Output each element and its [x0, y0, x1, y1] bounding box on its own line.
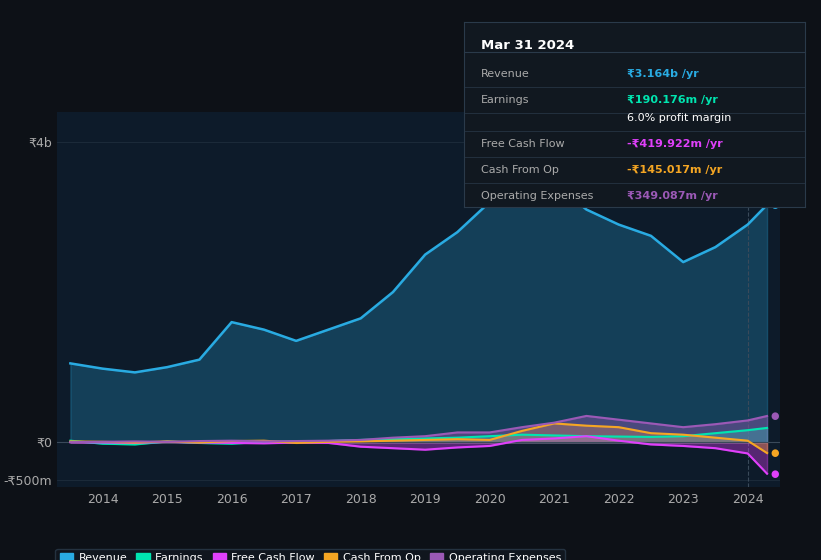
Text: -₹419.922m /yr: -₹419.922m /yr	[627, 139, 723, 150]
Text: ●: ●	[770, 469, 779, 479]
Text: Mar 31 2024: Mar 31 2024	[481, 39, 574, 52]
Legend: Revenue, Earnings, Free Cash Flow, Cash From Op, Operating Expenses: Revenue, Earnings, Free Cash Flow, Cash …	[55, 549, 566, 560]
Text: ₹3.164b /yr: ₹3.164b /yr	[627, 69, 699, 79]
Text: Cash From Op: Cash From Op	[481, 165, 559, 175]
Text: ₹349.087m /yr: ₹349.087m /yr	[627, 191, 718, 201]
Text: ●: ●	[770, 200, 779, 210]
Text: ●: ●	[770, 411, 779, 421]
Text: ₹190.176m /yr: ₹190.176m /yr	[627, 95, 718, 105]
Text: -₹145.017m /yr: -₹145.017m /yr	[627, 165, 722, 175]
Text: Earnings: Earnings	[481, 95, 530, 105]
Text: Operating Expenses: Operating Expenses	[481, 191, 594, 201]
Text: Revenue: Revenue	[481, 69, 530, 79]
Text: ●: ●	[770, 448, 779, 458]
Text: Free Cash Flow: Free Cash Flow	[481, 139, 565, 150]
Text: 6.0% profit margin: 6.0% profit margin	[627, 114, 732, 124]
